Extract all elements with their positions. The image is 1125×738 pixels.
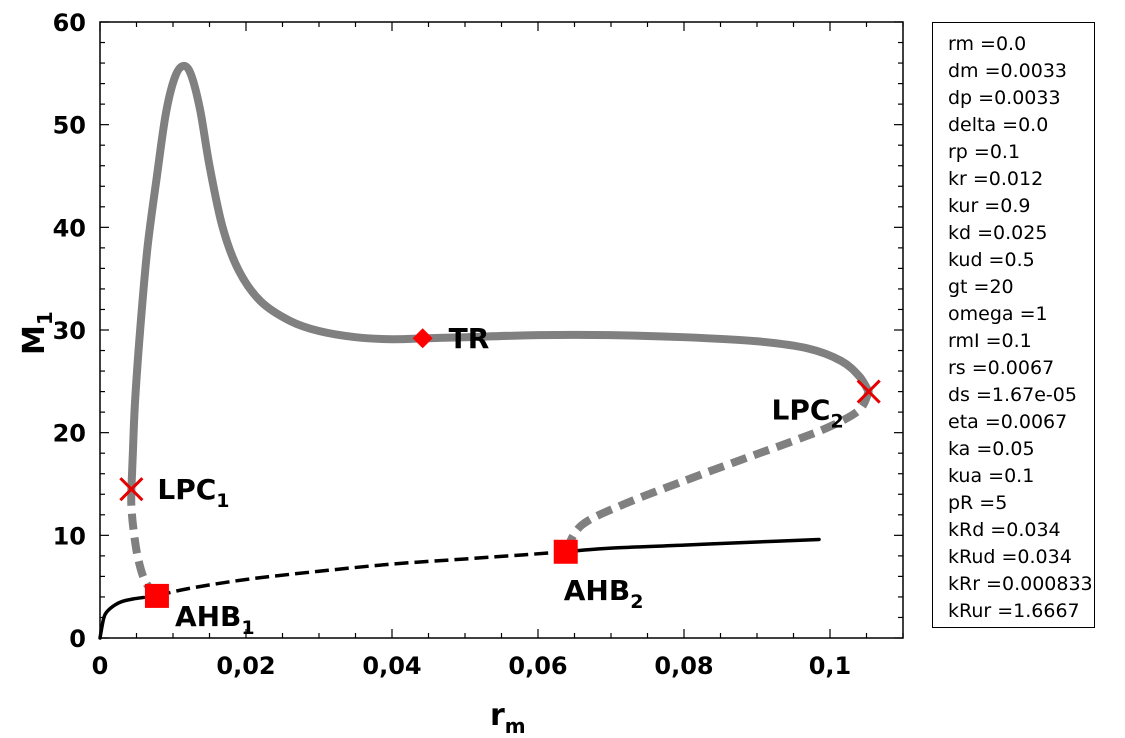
parameter-item: kRud =0.034 xyxy=(948,546,1072,568)
label-tr: TR xyxy=(449,322,490,355)
y-tick-label: 60 xyxy=(53,9,86,37)
label-ahb-2-sub: 2 xyxy=(630,591,643,613)
marker-ahb-1 xyxy=(144,583,169,608)
x-tick-label: 0,1 xyxy=(809,652,852,680)
y-axis-title: M1 xyxy=(17,311,57,355)
marker-tr xyxy=(412,328,433,349)
y-tick-label: 30 xyxy=(53,317,86,345)
y-tick-label: 0 xyxy=(69,625,86,653)
marker-ahb-2 xyxy=(553,539,578,564)
parameter-item: kd =0.025 xyxy=(948,222,1048,244)
parameter-item: dp =0.0033 xyxy=(948,87,1061,109)
parameter-item: gt =20 xyxy=(948,276,1014,298)
parameter-item: kud =0.5 xyxy=(948,249,1035,271)
parameter-item: rm =0.0 xyxy=(948,33,1027,55)
parameter-item: rs =0.0067 xyxy=(948,357,1055,379)
label-tr-name: TR xyxy=(449,322,490,355)
parameter-item: kur =0.9 xyxy=(948,195,1031,217)
marker-lpc-1 xyxy=(119,477,144,502)
label-ahb-1: AHB1 xyxy=(175,600,255,639)
parameter-item: dm =0.0033 xyxy=(948,60,1068,82)
branch-gray-dashed-5 xyxy=(562,389,873,554)
parameter-item: kr =0.012 xyxy=(948,168,1044,190)
label-lpc-1-name: LPC xyxy=(157,473,216,506)
label-ahb-1-name: AHB xyxy=(175,600,241,633)
marker-lpc-2 xyxy=(856,379,881,404)
x-tick-label: 0 xyxy=(92,652,109,680)
label-lpc-2-name: LPC xyxy=(772,394,831,427)
y-tick-label: 20 xyxy=(53,420,86,448)
x-tick-label: 0,06 xyxy=(508,652,567,680)
label-lpc-2: LPC2 xyxy=(772,394,844,433)
x-tick-label: 0,02 xyxy=(216,652,275,680)
plot-border xyxy=(99,21,904,639)
x-tick-label: 0,08 xyxy=(654,652,713,680)
branch-black-dashed-1 xyxy=(156,550,566,598)
parameter-legend: rm =0.0 dm =0.0033 dp =0.0033 delta =0.0 rp … xyxy=(932,22,1095,628)
marker-layer xyxy=(119,328,881,608)
axis-ticks: 0 0,02 0,04 0,06 0,08 0,1 0 10 20 30 40 50 60 xyxy=(53,9,904,680)
parameter-item: delta =0.0 xyxy=(948,114,1049,136)
x-axis-title: rm xyxy=(490,698,526,738)
branch-gray-solid-4 xyxy=(127,61,873,494)
label-ahb-2-name: AHB xyxy=(564,574,630,607)
plot-frame xyxy=(99,21,904,639)
parameter-item: eta =0.0067 xyxy=(948,411,1068,433)
label-ahb-1-sub: 1 xyxy=(241,617,254,639)
branch-gray-dashed-3 xyxy=(127,489,161,599)
parameter-item: rmI =0.1 xyxy=(948,330,1032,352)
parameter-item: kRur =1.6667 xyxy=(948,600,1080,622)
y-tick-label: 40 xyxy=(53,214,86,242)
label-lpc-1-sub: 1 xyxy=(216,490,229,512)
branch-black-solid-0 xyxy=(98,595,146,640)
parameter-item: rp =0.1 xyxy=(948,141,1021,163)
parameter-item: pR =5 xyxy=(948,492,1008,514)
label-ahb-2: AHB2 xyxy=(564,574,644,613)
parameter-item: kua =0.1 xyxy=(948,465,1035,487)
parameter-item: omega =1 xyxy=(948,303,1048,325)
parameter-item: ds =1.67e-05 xyxy=(948,384,1077,406)
series-layer xyxy=(98,61,873,640)
parameter-item: kRd =0.034 xyxy=(948,519,1061,541)
y-tick-label: 10 xyxy=(53,522,86,550)
parameter-item: kRr =0.000833 xyxy=(948,573,1093,595)
x-tick-label: 0,04 xyxy=(362,652,421,680)
parameter-item: ka =0.05 xyxy=(948,438,1035,460)
label-lpc-1: LPC1 xyxy=(157,473,229,512)
y-tick-label: 50 xyxy=(53,112,86,140)
label-lpc-2-sub: 2 xyxy=(830,411,843,433)
branch-black-solid-2 xyxy=(563,537,821,554)
parameter-list: rm =0.0 dm =0.0033 dp =0.0033 delta =0.0 rp … xyxy=(933,23,1094,625)
